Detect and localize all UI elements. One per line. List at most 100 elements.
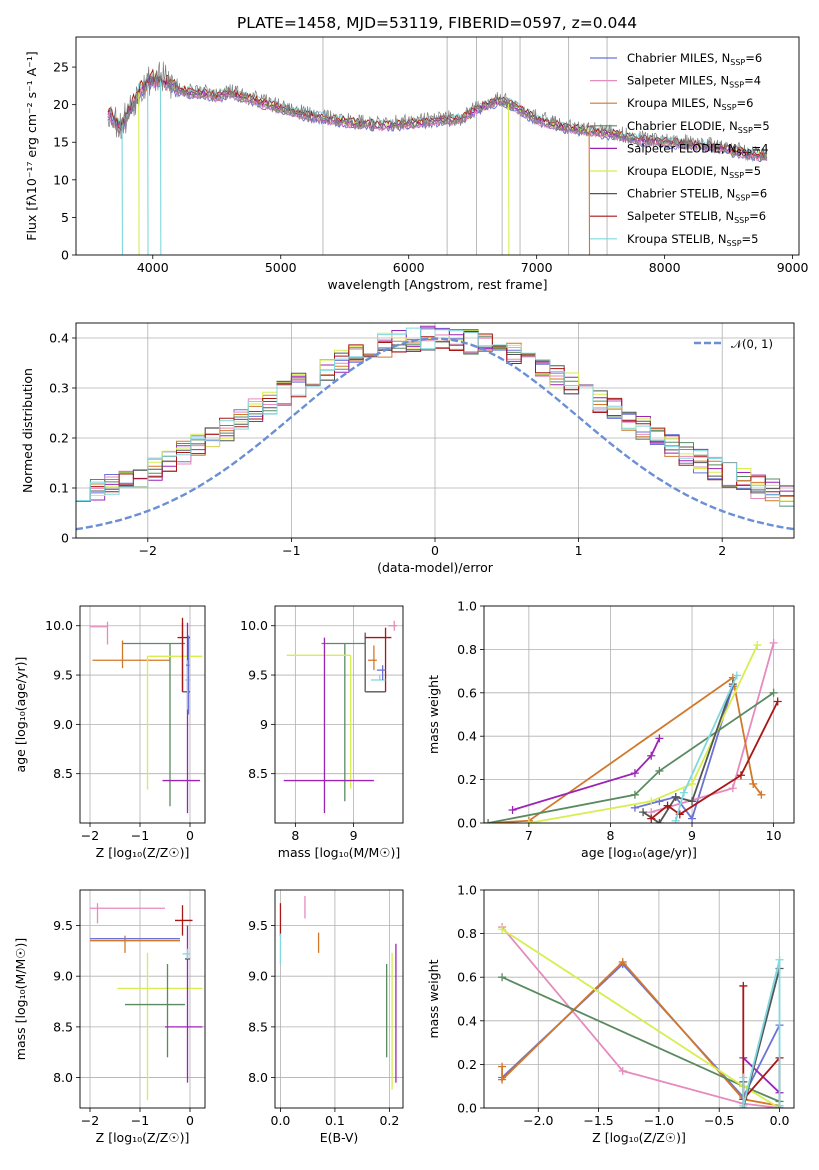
weight-line <box>742 1057 781 1094</box>
x-tick-label: 0.1 <box>325 1113 345 1128</box>
y-axis-label: mass weight <box>426 959 441 1038</box>
weight-line <box>487 692 775 823</box>
grid-lines <box>275 606 403 823</box>
legend-label: Chabrier MILES, NSSP=6 <box>627 51 762 67</box>
panel-weight_vs_Z: −2.0 −1.5 −1.0 −0.5 0.0 0.0 0.2 0.4 0.6 0.8 1.0 Z [… <box>426 883 795 1145</box>
panel-age_vs_mass: 8 9 8.5 9 9.5 10.0 mass [log₁₀(M/M☉)] <box>240 605 404 860</box>
plot-area <box>107 37 768 255</box>
y-axis-label: Normed distribution <box>20 368 35 493</box>
errorbar-point <box>185 660 190 710</box>
x-tick-label: −2 <box>81 828 99 843</box>
ticks: 4000 5000 6000 7000 8000 9000 0 5 10 15 20 25 <box>53 60 808 275</box>
x-axis-label: Z [log₁₀(Z/Z☉)] <box>96 845 190 860</box>
y-tick-label: 10.0 <box>45 618 73 633</box>
errorbar-point <box>186 635 190 715</box>
weight-line <box>512 738 661 811</box>
x-tick-label: 7 <box>525 828 533 843</box>
y-tick-label: 9.5 <box>53 918 73 933</box>
y-tick-label: 9.5 <box>248 918 268 933</box>
grid-lines <box>80 890 205 1108</box>
panel-mass_vs_Z: −2 −1 0 8.0 8.5 9.0 9.5 Z [log₁₀(Z/Z☉)] mass [lo… <box>13 889 206 1145</box>
x-axis-label: E(B-V) <box>320 1130 359 1145</box>
spectrum-line <box>107 78 768 163</box>
spectrum-line <box>107 76 768 162</box>
axes-frame <box>274 889 404 1109</box>
x-tick-label: −2 <box>139 543 157 558</box>
axes-frame <box>75 322 795 539</box>
axes-frame <box>79 889 206 1109</box>
y-tick-label: 0.8 <box>457 642 477 657</box>
y-tick-label: 0.4 <box>457 1013 477 1028</box>
plot-area <box>76 325 794 531</box>
y-tick-label: 5 <box>61 210 69 225</box>
panel-mass_vs_EBV: 0.0 0.1 0.2 8.0 8.5 9.0 9.5 E(B-V) <box>248 889 404 1145</box>
x-axis-label: mass [log₁₀(M/M☉)] <box>278 845 400 860</box>
y-tick-label: 8.5 <box>53 766 73 781</box>
y-tick-label: 8.5 <box>53 1019 73 1034</box>
legend-label: Salpeter ELODIE, NSSP=4 <box>627 141 769 157</box>
x-axis-label: Z [log₁₀(Z/Z☉)] <box>96 1130 190 1145</box>
errorbar-point <box>365 627 392 692</box>
errorbar-point <box>283 637 374 814</box>
panel-age_vs_Z: −2 −1 0 8.5 9.0 9.5 10.0 Z [log₁₀(Z/Z☉)] age [lo… <box>13 605 206 860</box>
weight-marker <box>671 816 680 823</box>
weight-marker <box>732 671 741 680</box>
panel-spectrum: 4000 5000 6000 7000 8000 9000 0 5 10 15 20 25 wavele… <box>24 36 809 292</box>
ticks: −2 −1 0 8.0 8.5 9.0 9.5 <box>53 918 194 1128</box>
weight-marker <box>498 973 507 982</box>
errorbar-point <box>368 645 377 671</box>
x-tick-label: 5000 <box>265 260 297 275</box>
y-tick-label: 25 <box>53 60 69 75</box>
x-tick-label: 8 <box>291 828 299 843</box>
x-tick-label: 9 <box>688 828 696 843</box>
weight-marker <box>663 801 672 810</box>
plot-area <box>90 903 203 1100</box>
legend-label: Kroupa MILES, NSSP=6 <box>627 96 753 112</box>
y-tick-label: 8.0 <box>53 1070 73 1085</box>
x-tick-label: 9000 <box>777 260 809 275</box>
legend-label: Kroupa ELODIE, NSSP=5 <box>627 164 761 180</box>
y-axis-label: mass [log₁₀(M/M☉)] <box>13 938 28 1060</box>
x-tick-label: −1 <box>282 543 300 558</box>
ticks: 7 8 9 10 0.0 0.2 0.4 0.6 0.8 1.0 <box>457 599 781 844</box>
weight-marker <box>630 790 639 799</box>
grid-lines <box>80 606 205 823</box>
ticks: 8 9 8.5 9 9.5 10.0 <box>240 618 357 843</box>
y-tick-label: 1.0 <box>457 883 477 898</box>
weight-marker <box>671 792 680 801</box>
y-axis-label: Flux [fλ10⁻¹⁷ erg cm⁻² s⁻¹ A⁻¹] <box>24 51 39 240</box>
weight-marker <box>773 697 782 706</box>
weight-marker <box>630 769 639 778</box>
panel-weight_vs_age: 7 8 9 10 0.0 0.2 0.4 0.6 0.8 1.0 age [log₁₀(age/yr… <box>426 599 795 860</box>
y-axis-label: mass weight <box>426 675 441 754</box>
weight-marker <box>655 734 664 743</box>
errorbar-point <box>376 665 386 680</box>
x-tick-label: 0 <box>431 543 439 558</box>
panel-residuals: −2 −1 0 1 2 0 0.1 0.2 0.3 0.4 (data-model)/error No… <box>20 322 795 575</box>
x-tick-label: 0.0 <box>770 1113 790 1128</box>
y-tick-label: 9.0 <box>53 717 73 732</box>
weight-marker <box>484 819 493 823</box>
legend-label: 𝒩(0, 1) <box>731 337 773 351</box>
legend-label: Salpeter MILES, NSSP=4 <box>627 74 761 90</box>
weight-marker <box>688 814 697 823</box>
errorbar-point <box>90 621 109 645</box>
legend-label: Salpeter STELIB, NSSP=6 <box>627 209 766 225</box>
y-tick-label: 0.2 <box>49 431 69 446</box>
y-tick-label: 0.6 <box>457 970 477 985</box>
x-tick-label: 2 <box>718 543 726 558</box>
y-tick-label: 15 <box>53 135 69 150</box>
grid-lines <box>76 323 794 539</box>
y-axis-label: age [log₁₀(age/yr)] <box>13 657 28 773</box>
y-tick-label: 0.4 <box>49 331 69 346</box>
weight-marker <box>647 751 656 760</box>
y-tick-label: 0.3 <box>49 381 69 396</box>
x-tick-label: −1.5 <box>583 1113 613 1128</box>
weight-marker <box>769 638 778 647</box>
ticks: 0.0 0.1 0.2 8.0 8.5 9.0 9.5 <box>248 918 399 1128</box>
x-tick-label: −0.5 <box>704 1113 734 1128</box>
x-tick-label: 4000 <box>137 260 169 275</box>
errorbar-point <box>182 948 190 959</box>
weight-line <box>742 959 781 1107</box>
